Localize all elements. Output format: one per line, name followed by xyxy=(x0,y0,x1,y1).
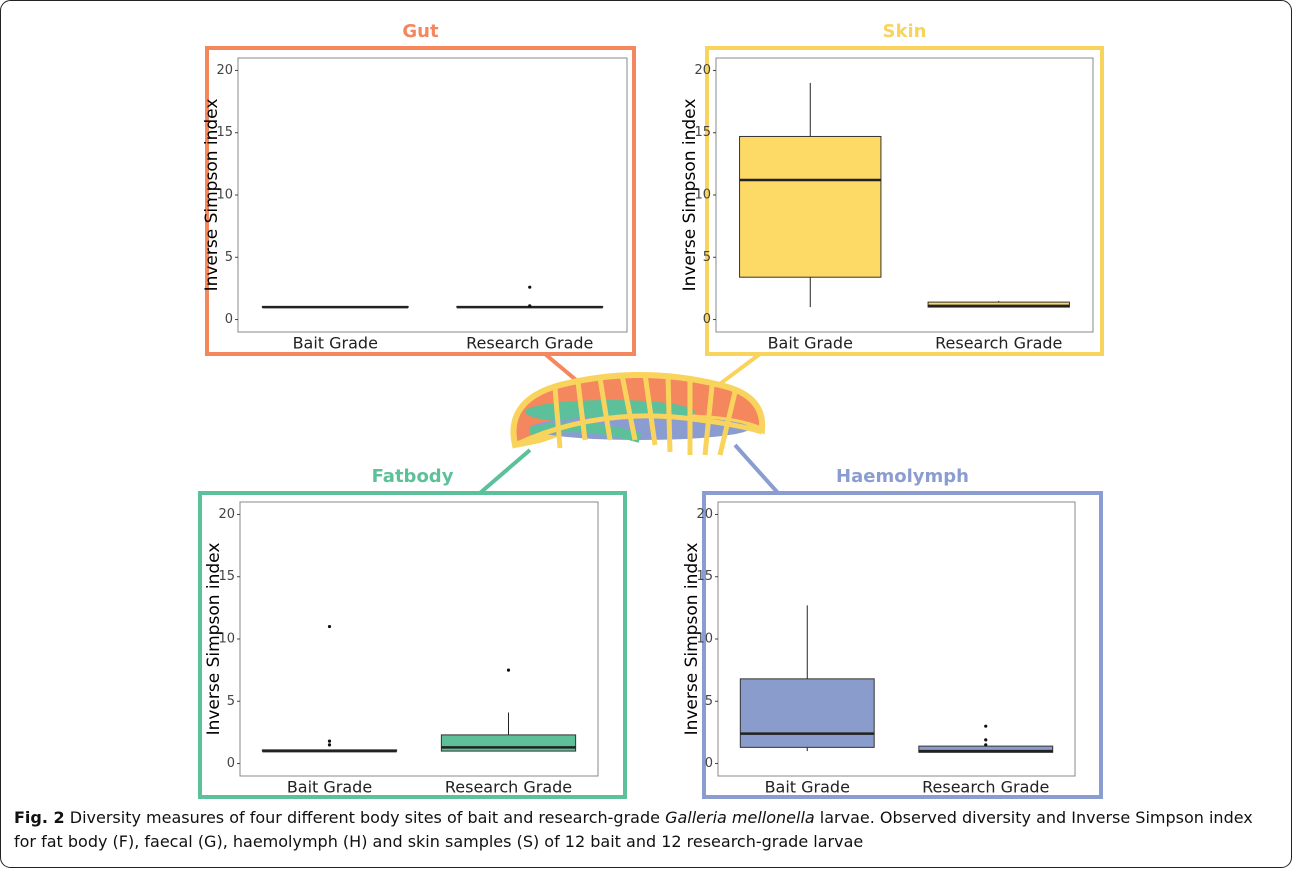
outlier xyxy=(528,304,532,308)
panel-frame xyxy=(702,491,1103,799)
x-tick-label: Research Grade xyxy=(922,778,1049,797)
panel-title: Skin xyxy=(883,21,927,42)
x-tick-label: Research Grade xyxy=(466,334,593,353)
x-tick-label: Bait Grade xyxy=(768,334,853,353)
outlier xyxy=(528,285,532,289)
y-tick-label: 0 xyxy=(703,312,711,327)
panel-title: Gut xyxy=(402,21,439,42)
box xyxy=(739,678,875,748)
y-tick-label: 5 xyxy=(703,250,711,265)
y-tick-label: 15 xyxy=(218,569,235,584)
outlier xyxy=(984,738,988,742)
y-tick-label: 20 xyxy=(218,507,235,522)
caption-species: Galleria mellonella xyxy=(665,808,815,827)
outlier xyxy=(327,743,332,747)
y-axis-label: Inverse Simpson index xyxy=(682,543,702,736)
y-tick-label: 15 xyxy=(696,569,713,584)
outlier xyxy=(506,668,511,672)
y-tick-label: 15 xyxy=(216,125,233,140)
x-tick-label: Bait Grade xyxy=(765,778,850,797)
box xyxy=(739,135,882,278)
panel-title: Haemolymph xyxy=(836,466,969,487)
y-tick-label: 0 xyxy=(225,312,233,327)
caption-text: larvae. Observed diversity and Inverse S… xyxy=(14,808,1253,851)
y-tick-label: 5 xyxy=(227,694,235,709)
panel-frame xyxy=(198,491,627,799)
x-tick-label: Bait Grade xyxy=(287,778,372,797)
y-tick-label: 10 xyxy=(696,632,713,647)
y-tick-label: 0 xyxy=(227,756,235,771)
panel-frame xyxy=(205,46,636,356)
outlier xyxy=(327,624,332,629)
caption: Fig. 2 Diversity measures of four differ… xyxy=(14,806,1276,854)
x-tick-label: Research Grade xyxy=(445,778,572,797)
y-tick-label: 10 xyxy=(216,188,233,203)
y-axis-label: Inverse Simpson index xyxy=(204,543,224,736)
outlier xyxy=(327,739,332,743)
y-axis-label: Inverse Simpson index xyxy=(202,99,222,292)
y-tick-label: 0 xyxy=(705,756,713,771)
caption-label: Fig. 2 xyxy=(14,808,65,827)
y-tick-label: 20 xyxy=(216,63,233,78)
y-axis-label: Inverse Simpson index xyxy=(680,99,700,292)
panel-frame xyxy=(705,46,1104,356)
panel-title: Fatbody xyxy=(372,466,454,487)
x-tick-label: Bait Grade xyxy=(293,334,378,353)
box xyxy=(440,734,577,752)
caption-text: Diversity measures of four different bod… xyxy=(69,808,660,827)
y-tick-label: 5 xyxy=(705,694,713,709)
y-tick-label: 10 xyxy=(694,188,711,203)
y-tick-label: 5 xyxy=(225,250,233,265)
plot-area xyxy=(237,57,628,333)
y-tick-label: 20 xyxy=(694,63,711,78)
outlier xyxy=(984,743,988,747)
y-tick-label: 20 xyxy=(696,507,713,522)
outlier xyxy=(984,724,988,728)
y-tick-label: 15 xyxy=(694,125,711,140)
x-tick-label: Research Grade xyxy=(935,334,1062,353)
y-tick-label: 10 xyxy=(218,632,235,647)
larva xyxy=(478,352,780,495)
